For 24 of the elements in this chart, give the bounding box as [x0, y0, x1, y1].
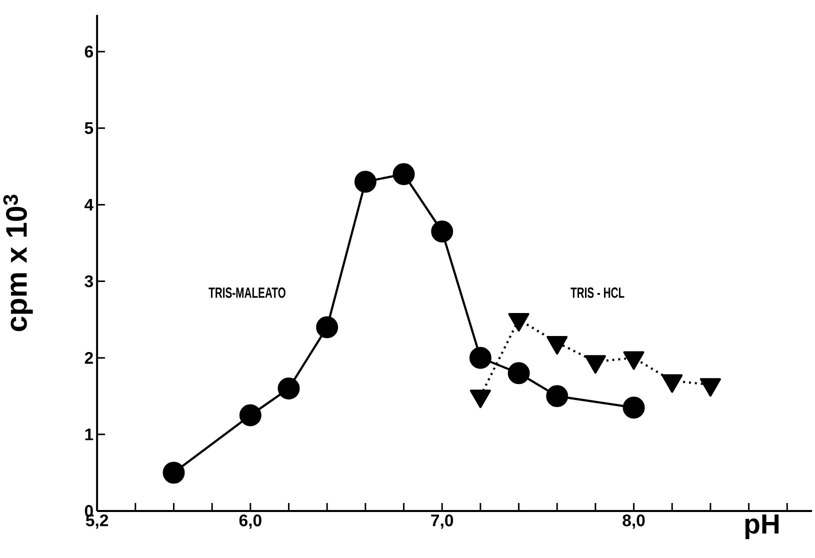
- x-axis-title: pH: [745, 514, 779, 540]
- point: [316, 316, 338, 338]
- point: [469, 347, 492, 370]
- point: [392, 163, 415, 186]
- x-tick-label: 6,0: [239, 514, 262, 530]
- y-axis-title: cpm x 10$^{3}$: [3, 195, 33, 332]
- y-tick-label: 4: [84, 199, 94, 211]
- point: [431, 220, 454, 243]
- y-tick-label: 6: [84, 46, 93, 58]
- point: [278, 378, 300, 400]
- y-tick-label: 5: [84, 122, 94, 134]
- point: [354, 171, 376, 193]
- y-tick-label: 2: [84, 352, 93, 364]
- point: [239, 404, 262, 426]
- point: [622, 396, 645, 419]
- y-tick-label: 1: [85, 428, 94, 440]
- x-tick-label: 7,0: [431, 514, 454, 530]
- point: [546, 385, 568, 408]
- text: TRIS - HCL: [570, 288, 624, 298]
- point: [162, 462, 185, 484]
- y-tick-label: 3: [84, 276, 93, 288]
- text: TRIS-MALEATO: [208, 288, 286, 298]
- point: [508, 362, 530, 384]
- x-tick-label: 8,0: [622, 514, 645, 530]
